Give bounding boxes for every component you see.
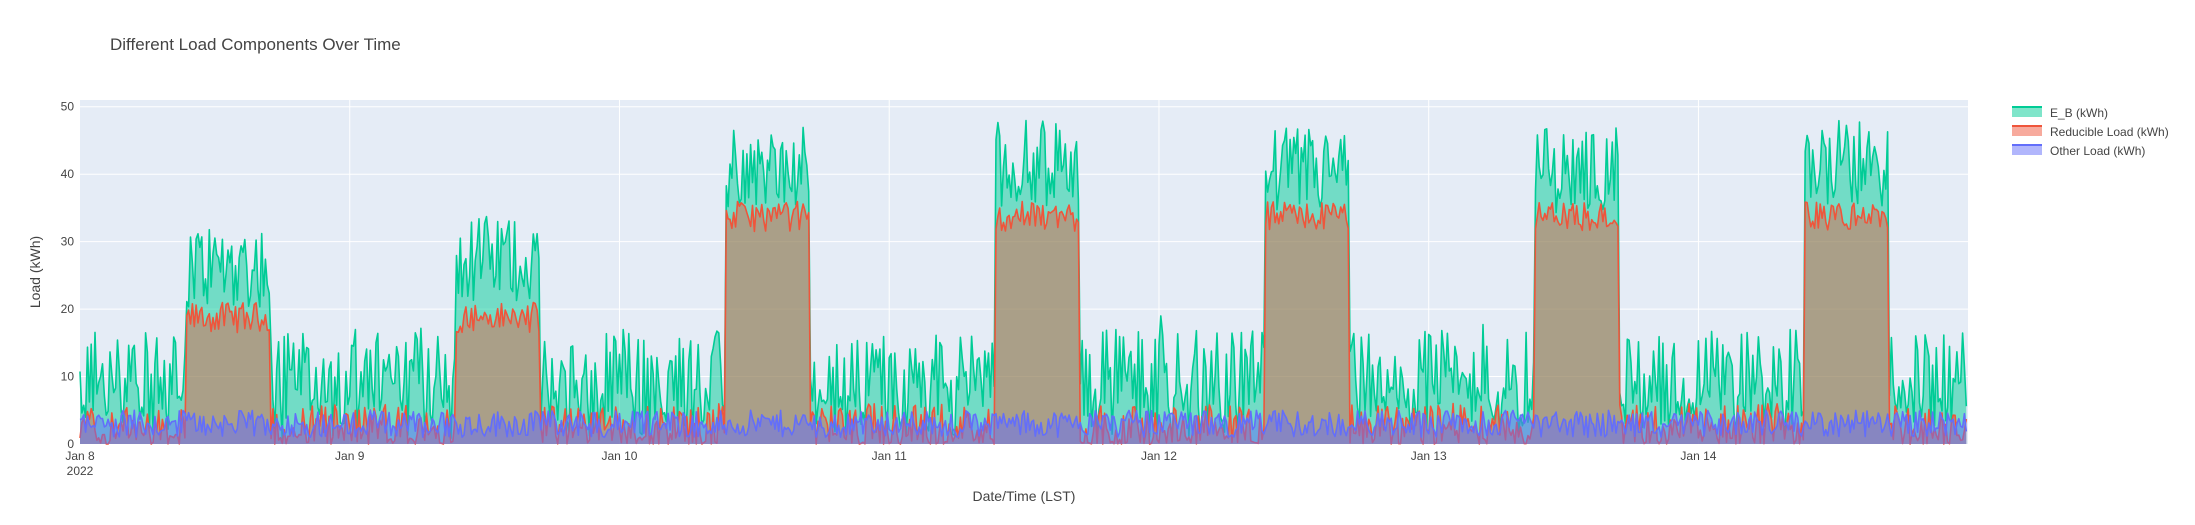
legend-label: E_B (kWh) — [2050, 106, 2108, 120]
x-tick-label: Jan 11 — [872, 449, 907, 463]
x-tick-label: Jan 8 — [65, 449, 95, 463]
series-line-2 — [79, 409, 1968, 438]
x-tick-label: Jan 9 — [335, 449, 365, 463]
y-axis: 0 10 20 30 40 50 — [61, 100, 75, 451]
legend-item-2[interactable]: Other Load (kWh) — [2012, 144, 2145, 158]
chart-title: Different Load Components Over Time — [110, 35, 401, 54]
legend-label: Reducible Load (kWh) — [2050, 125, 2169, 139]
legend-item-1[interactable]: Reducible Load (kWh) — [2012, 125, 2169, 139]
series-area-0 — [80, 120, 1967, 444]
x-axis-title: Date/Time (LST) — [973, 488, 1076, 504]
x-tick-sublabel: 2022 — [67, 464, 94, 478]
x-tick-label: Jan 14 — [1680, 449, 1716, 463]
y-tick-label: 40 — [61, 167, 75, 181]
x-tick-label: Jan 13 — [1411, 449, 1447, 463]
legend-item-0[interactable]: E_B (kWh) — [2012, 106, 2108, 120]
y-tick-label: 0 — [67, 437, 74, 451]
y-tick-label: 20 — [61, 302, 75, 316]
legend-swatch-fill — [2012, 107, 2042, 117]
y-tick-label: 30 — [61, 235, 75, 249]
y-tick-label: 50 — [61, 100, 75, 114]
x-tick-label: Jan 10 — [601, 449, 637, 463]
legend[interactable]: E_B (kWh) Reducible Load (kWh) Other Load … — [2012, 106, 2169, 158]
x-tick-label: Jan 12 — [1141, 449, 1177, 463]
y-tick-label: 10 — [61, 370, 75, 384]
legend-swatch-fill — [2012, 126, 2042, 136]
series-group — [79, 119, 1968, 445]
series-area-1 — [80, 201, 1967, 444]
legend-swatch-fill — [2012, 145, 2042, 155]
series-line-0 — [79, 119, 1968, 443]
legend-label: Other Load (kWh) — [2050, 144, 2145, 158]
y-axis-title: Load (kWh) — [27, 236, 43, 308]
